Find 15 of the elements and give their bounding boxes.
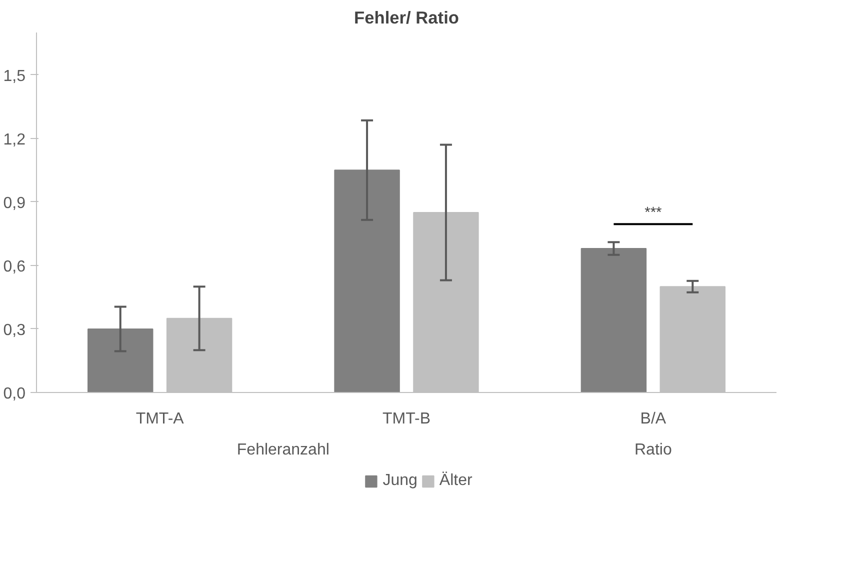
y-tick-label: 0,3 [3, 322, 26, 339]
text: Ratio [634, 442, 672, 458]
chart-title: Fehler/ Ratio [354, 8, 459, 28]
text: Fehleranzahl [236, 442, 330, 458]
legend-label: Jung [382, 472, 418, 490]
y-tick-label: 1,5 [3, 68, 26, 85]
annotation: *** [644, 204, 662, 221]
legend-label: Älter [439, 472, 472, 490]
y-tick-label: 0,6 [3, 258, 26, 276]
x-tick-label: TMT-A [136, 410, 184, 428]
x-tick-label: B/A [640, 410, 666, 428]
y-tick-label: 1,2 [3, 131, 26, 148]
y-tick-label: 0,9 [3, 194, 26, 212]
y-tick-label: 0,0 [3, 386, 26, 402]
x-tick-label: TMT-B [382, 410, 431, 428]
